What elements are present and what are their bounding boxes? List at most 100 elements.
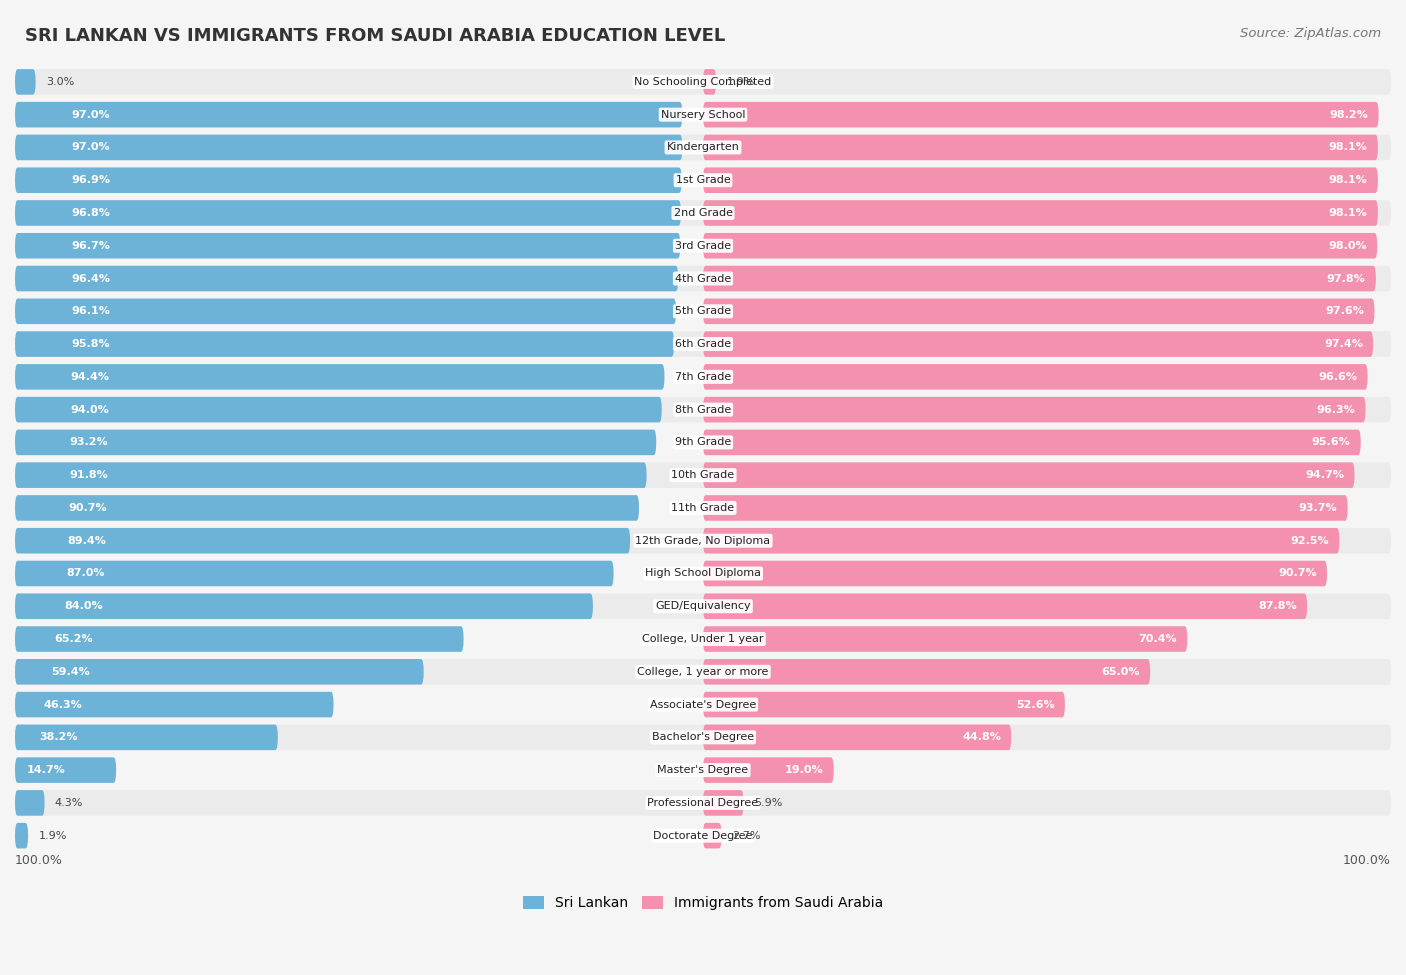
- Text: 4.3%: 4.3%: [55, 798, 83, 808]
- Text: 4th Grade: 4th Grade: [675, 274, 731, 284]
- FancyBboxPatch shape: [15, 561, 613, 586]
- FancyBboxPatch shape: [703, 462, 1354, 488]
- FancyBboxPatch shape: [703, 200, 1378, 226]
- FancyBboxPatch shape: [15, 724, 1391, 750]
- FancyBboxPatch shape: [15, 561, 1391, 586]
- FancyBboxPatch shape: [15, 200, 1391, 226]
- FancyBboxPatch shape: [15, 495, 1391, 521]
- FancyBboxPatch shape: [703, 659, 1150, 684]
- FancyBboxPatch shape: [703, 168, 1378, 193]
- Text: 97.6%: 97.6%: [1326, 306, 1364, 316]
- FancyBboxPatch shape: [15, 298, 676, 324]
- Text: 98.1%: 98.1%: [1329, 176, 1368, 185]
- Text: 5th Grade: 5th Grade: [675, 306, 731, 316]
- Text: Doctorate Degree: Doctorate Degree: [654, 831, 752, 840]
- Text: 1.9%: 1.9%: [727, 77, 755, 87]
- Text: 96.3%: 96.3%: [1316, 405, 1355, 414]
- Text: 90.7%: 90.7%: [69, 503, 107, 513]
- FancyBboxPatch shape: [15, 527, 1391, 554]
- Text: 96.6%: 96.6%: [1319, 371, 1357, 382]
- Text: 95.6%: 95.6%: [1312, 438, 1350, 448]
- Text: 44.8%: 44.8%: [962, 732, 1001, 742]
- Text: 2.7%: 2.7%: [733, 831, 761, 840]
- FancyBboxPatch shape: [15, 594, 593, 619]
- Text: 11th Grade: 11th Grade: [672, 503, 734, 513]
- Text: Professional Degree: Professional Degree: [647, 798, 759, 808]
- FancyBboxPatch shape: [15, 790, 1391, 816]
- Text: 65.2%: 65.2%: [55, 634, 93, 644]
- FancyBboxPatch shape: [703, 266, 1376, 292]
- Text: 94.4%: 94.4%: [70, 371, 110, 382]
- Text: 59.4%: 59.4%: [51, 667, 90, 677]
- FancyBboxPatch shape: [15, 69, 1391, 95]
- Text: 97.0%: 97.0%: [72, 142, 111, 152]
- FancyBboxPatch shape: [703, 724, 1011, 750]
- FancyBboxPatch shape: [15, 200, 681, 226]
- Text: Kindergarten: Kindergarten: [666, 142, 740, 152]
- Text: 19.0%: 19.0%: [785, 765, 824, 775]
- FancyBboxPatch shape: [703, 495, 1348, 521]
- FancyBboxPatch shape: [15, 332, 673, 357]
- FancyBboxPatch shape: [15, 266, 1391, 292]
- Text: 97.8%: 97.8%: [1327, 274, 1365, 284]
- Text: 84.0%: 84.0%: [65, 602, 103, 611]
- Text: 70.4%: 70.4%: [1139, 634, 1177, 644]
- FancyBboxPatch shape: [703, 298, 1375, 324]
- Text: 12th Grade, No Diploma: 12th Grade, No Diploma: [636, 535, 770, 546]
- FancyBboxPatch shape: [15, 527, 630, 554]
- FancyBboxPatch shape: [15, 397, 662, 422]
- Text: Associate's Degree: Associate's Degree: [650, 700, 756, 710]
- Text: No Schooling Completed: No Schooling Completed: [634, 77, 772, 87]
- FancyBboxPatch shape: [15, 135, 682, 160]
- Text: 93.2%: 93.2%: [70, 438, 108, 448]
- Text: 94.0%: 94.0%: [70, 405, 108, 414]
- Text: 14.7%: 14.7%: [27, 765, 65, 775]
- Text: 96.7%: 96.7%: [72, 241, 111, 251]
- Text: 98.0%: 98.0%: [1329, 241, 1367, 251]
- FancyBboxPatch shape: [15, 266, 678, 292]
- FancyBboxPatch shape: [703, 758, 834, 783]
- Text: 100.0%: 100.0%: [1343, 854, 1391, 867]
- Text: 52.6%: 52.6%: [1017, 700, 1054, 710]
- Text: College, Under 1 year: College, Under 1 year: [643, 634, 763, 644]
- FancyBboxPatch shape: [15, 495, 638, 521]
- Text: 6th Grade: 6th Grade: [675, 339, 731, 349]
- FancyBboxPatch shape: [703, 692, 1064, 718]
- Text: 98.1%: 98.1%: [1329, 142, 1368, 152]
- FancyBboxPatch shape: [15, 364, 1391, 390]
- FancyBboxPatch shape: [15, 298, 1391, 324]
- FancyBboxPatch shape: [15, 397, 1391, 422]
- Text: Master's Degree: Master's Degree: [658, 765, 748, 775]
- FancyBboxPatch shape: [703, 364, 1368, 390]
- Legend: Sri Lankan, Immigrants from Saudi Arabia: Sri Lankan, Immigrants from Saudi Arabia: [517, 891, 889, 916]
- FancyBboxPatch shape: [703, 626, 1187, 652]
- Text: 96.9%: 96.9%: [72, 176, 111, 185]
- FancyBboxPatch shape: [15, 758, 117, 783]
- FancyBboxPatch shape: [15, 332, 1391, 357]
- Text: 96.8%: 96.8%: [72, 208, 111, 218]
- FancyBboxPatch shape: [15, 626, 1391, 652]
- Text: 7th Grade: 7th Grade: [675, 371, 731, 382]
- FancyBboxPatch shape: [15, 233, 1391, 258]
- FancyBboxPatch shape: [703, 594, 1308, 619]
- Text: 1st Grade: 1st Grade: [676, 176, 730, 185]
- FancyBboxPatch shape: [15, 102, 1391, 128]
- Text: 65.0%: 65.0%: [1101, 667, 1140, 677]
- FancyBboxPatch shape: [15, 594, 1391, 619]
- FancyBboxPatch shape: [15, 823, 1391, 848]
- FancyBboxPatch shape: [15, 790, 45, 816]
- FancyBboxPatch shape: [703, 69, 716, 95]
- Text: 100.0%: 100.0%: [15, 854, 63, 867]
- FancyBboxPatch shape: [703, 823, 721, 848]
- FancyBboxPatch shape: [703, 332, 1374, 357]
- Text: 5.9%: 5.9%: [754, 798, 782, 808]
- Text: 96.1%: 96.1%: [72, 306, 110, 316]
- FancyBboxPatch shape: [15, 168, 1391, 193]
- Text: 46.3%: 46.3%: [44, 700, 83, 710]
- Text: 96.4%: 96.4%: [72, 274, 111, 284]
- FancyBboxPatch shape: [15, 692, 333, 718]
- Text: 98.1%: 98.1%: [1329, 208, 1368, 218]
- Text: 93.7%: 93.7%: [1299, 503, 1337, 513]
- FancyBboxPatch shape: [703, 790, 744, 816]
- FancyBboxPatch shape: [703, 135, 1378, 160]
